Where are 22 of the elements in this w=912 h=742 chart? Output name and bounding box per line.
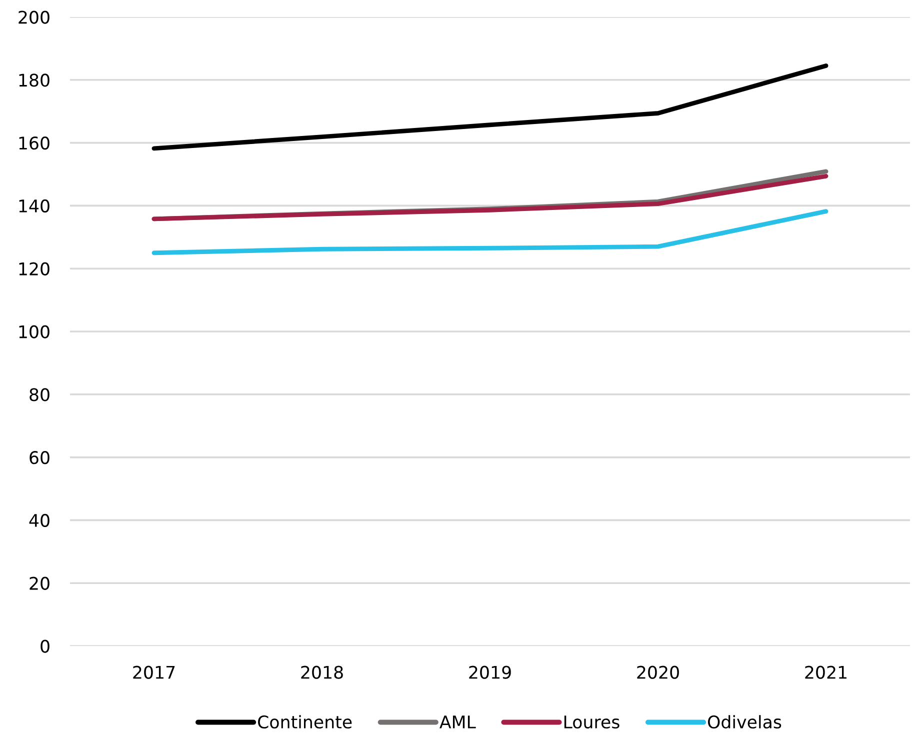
y-tick-label: 80 [30, 388, 50, 402]
x-tick-label: 2019 [469, 666, 511, 679]
legend-label: Odivelas [708, 715, 782, 729]
y-tick-label: 140 [19, 199, 50, 213]
x-tick-label: 2017 [133, 666, 175, 679]
x-tick-label: 2020 [637, 666, 679, 679]
y-tick-label: 20 [30, 576, 50, 590]
line-series [152, 209, 828, 256]
x-tick-label: 2021 [805, 666, 846, 679]
y-tick-label: 40 [29, 514, 50, 528]
legend-label: Loures [564, 716, 620, 729]
y-tick-label: 120 [19, 262, 50, 276]
y-tick-label: 200 [18, 10, 50, 24]
y-tick-label: 60 [30, 451, 50, 464]
legend-label: Continente [258, 715, 352, 729]
line-series [152, 64, 828, 151]
y-tick-label: 0 [40, 640, 50, 653]
y-tick-label: 180 [19, 74, 50, 87]
y-tick-label: 100 [19, 325, 50, 338]
x-tick-label: 2018 [301, 666, 343, 679]
legend-label: AML [440, 716, 476, 728]
y-tick-label: 160 [19, 136, 50, 150]
